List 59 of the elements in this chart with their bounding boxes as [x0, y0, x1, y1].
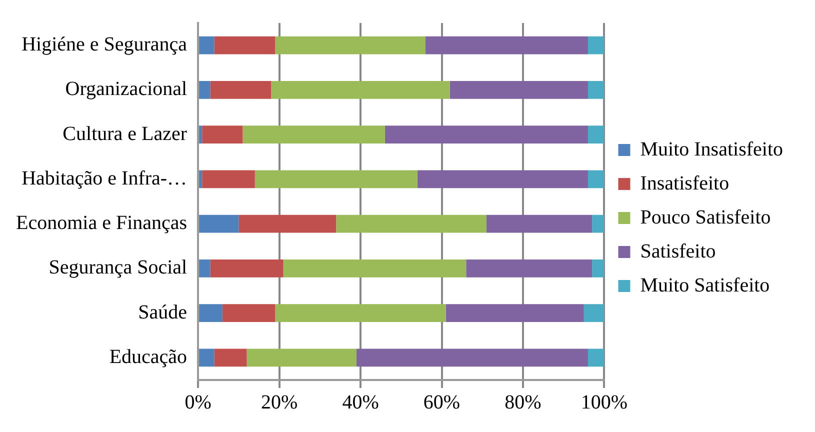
bar — [486, 214, 592, 233]
x-tick-label: 100% — [580, 391, 628, 414]
bar — [210, 81, 272, 99]
bar — [210, 260, 284, 278]
bar — [588, 81, 604, 99]
x-tick-label: 80% — [504, 391, 542, 414]
y-tick-label: Habitação e Infra-… — [22, 167, 188, 190]
bar — [254, 170, 418, 188]
x-tick-label: 20% — [260, 391, 298, 414]
x-tick-label: 40% — [342, 391, 379, 414]
bar — [199, 126, 202, 144]
legend-label: Satisfeito — [640, 240, 716, 262]
bar — [214, 348, 247, 367]
y-tick-label: Educação — [109, 346, 188, 368]
y-tick-label: Higiéne e Segurança — [22, 34, 188, 56]
legend-label: Muito Insatisfeito — [640, 138, 783, 160]
bar — [592, 214, 604, 233]
bar — [384, 126, 588, 144]
bar — [446, 304, 584, 322]
bar — [356, 348, 588, 367]
bar — [417, 170, 588, 188]
bar — [202, 170, 255, 188]
bar — [283, 260, 466, 278]
bar — [199, 81, 210, 99]
bar — [588, 126, 604, 144]
y-tick-label: Saúde — [138, 301, 188, 324]
bar — [336, 214, 486, 233]
bar — [222, 304, 276, 322]
bar — [588, 36, 604, 54]
bar — [275, 304, 446, 322]
bar — [275, 36, 426, 54]
x-tick-label: 60% — [423, 391, 460, 414]
x-tick-label: 0% — [184, 391, 212, 414]
bar — [199, 304, 222, 322]
bar — [199, 36, 214, 54]
y-tick-label: Organizacional — [65, 78, 188, 100]
bar — [238, 214, 336, 233]
bar — [246, 348, 356, 367]
bar — [202, 126, 243, 144]
bar — [214, 36, 276, 54]
bar — [242, 126, 385, 144]
bar — [199, 260, 210, 278]
y-tick-label: Segurança Social — [48, 256, 188, 279]
legend-label: Muito Satisfeito — [640, 274, 770, 296]
y-tick-label: Cultura e Lazer — [62, 122, 188, 145]
bar — [450, 81, 588, 99]
bar — [426, 36, 588, 54]
bar — [199, 348, 214, 367]
bar — [271, 81, 450, 99]
y-tick-label: Economia e Finanças — [16, 212, 188, 234]
bar — [466, 260, 592, 278]
bar — [588, 170, 604, 188]
bar — [584, 304, 604, 322]
legend-label: Pouco Satisfeito — [640, 206, 771, 228]
bar — [199, 170, 202, 188]
legend-label: Insatisfeito — [640, 172, 730, 194]
bar — [199, 214, 239, 233]
bar — [588, 348, 604, 367]
bar — [592, 260, 604, 278]
